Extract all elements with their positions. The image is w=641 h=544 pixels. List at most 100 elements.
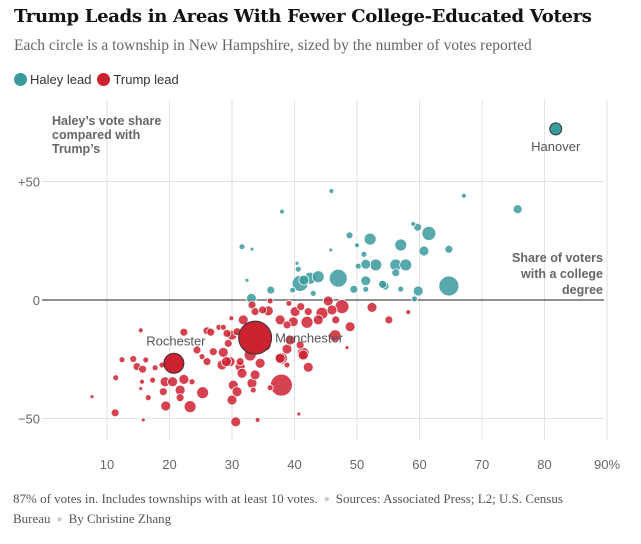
point-haley (294, 260, 300, 266)
point-trump (167, 376, 179, 388)
point-trump (405, 309, 412, 315)
y-axis-label-line-3: Trump’s (52, 142, 100, 156)
point-haley (421, 226, 437, 241)
point-trump (217, 346, 229, 358)
point-trump (266, 297, 274, 305)
point-trump (110, 408, 120, 418)
point-trump (230, 416, 242, 428)
point-trump (236, 367, 248, 379)
legend-label-haley: Haley lead (30, 72, 92, 87)
point-haley (362, 285, 370, 293)
x-tick-label: 90% (594, 457, 620, 472)
point-trump (384, 315, 394, 325)
x-tick-label: 60 (412, 457, 426, 472)
annotation-rochester: Rochester (146, 333, 206, 348)
point-trump (149, 376, 157, 384)
point-trump (198, 353, 206, 361)
point-trump (328, 329, 342, 343)
point-haley (391, 268, 401, 278)
point-trump (137, 327, 144, 334)
point-trump (226, 394, 238, 406)
point-haley (360, 275, 372, 287)
point-trump (254, 417, 261, 423)
point-trump (235, 357, 245, 367)
point-haley (438, 275, 460, 297)
point-haley (363, 232, 377, 246)
point-trump (158, 387, 168, 397)
footer: 87% of votes in. Includes townships with… (13, 489, 613, 529)
legend-swatch-trump-icon (97, 73, 111, 86)
point-trump (285, 299, 293, 307)
y-axis-label-line-1: Haley’s vote share (52, 114, 161, 128)
point-haley (328, 268, 348, 288)
point-trump (326, 304, 338, 316)
point-trump (89, 394, 95, 400)
point-trump (302, 361, 314, 373)
point-trump (331, 315, 341, 325)
point-trump (144, 394, 152, 402)
x-tick-label: 20 (162, 457, 176, 472)
point-trump (140, 417, 146, 423)
point-trump (196, 386, 210, 400)
point-trump (344, 321, 356, 333)
point-trump (322, 295, 334, 307)
point-trump (219, 323, 227, 331)
point-haley (369, 258, 383, 272)
y-axis-label-line-2: compared with (52, 128, 140, 142)
point-trump (312, 314, 324, 326)
x-tick-label: 40 (287, 457, 301, 472)
x-axis-label-line-2: with a college (520, 267, 603, 281)
y-tick-label: −50 (18, 412, 40, 427)
point-trump (249, 369, 261, 381)
point-haley (354, 242, 360, 249)
point-rochester (163, 352, 185, 374)
point-trump (112, 374, 120, 382)
legend-item-haley: Haley lead (14, 72, 91, 87)
point-trump (274, 314, 286, 326)
point-trump (258, 305, 268, 315)
point-trump (202, 357, 212, 367)
point-trump (269, 373, 293, 397)
point-trump (129, 355, 138, 363)
point-haley (378, 279, 388, 289)
point-haley (410, 221, 417, 227)
point-haley (399, 258, 413, 272)
point-haley (244, 277, 250, 283)
legend: Haley lead Trump lead (14, 72, 185, 87)
point-haley (328, 247, 334, 253)
separator-dot-icon: ● (323, 494, 330, 505)
point-trump (228, 315, 235, 322)
x-tick-label: 70 (475, 457, 489, 472)
point-haley (249, 246, 255, 252)
point-trump (220, 356, 232, 368)
annotation-hanover: Hanover (531, 139, 581, 154)
point-trump (296, 302, 306, 312)
point-haley (298, 274, 310, 286)
point-haley (349, 284, 359, 294)
x-axis-label-line-3: degree (562, 283, 603, 297)
chart-title: Trump Leads in Areas With Fewer College-… (14, 6, 592, 27)
point-trump (178, 373, 190, 385)
point-trump (160, 400, 172, 412)
point-haley (266, 285, 276, 295)
point-trump (300, 315, 314, 329)
point-trump (151, 364, 159, 372)
point-haley (444, 244, 454, 254)
point-trump (206, 327, 216, 337)
point-trump (274, 352, 286, 364)
point-trump (175, 393, 185, 403)
point-trump (366, 301, 378, 313)
point-trump (231, 386, 243, 398)
point-trump (254, 357, 266, 369)
point-haley (460, 192, 467, 199)
point-trump (295, 340, 305, 350)
point-trump (237, 314, 249, 326)
point-trump (266, 384, 274, 392)
point-trump (183, 400, 197, 414)
point-trump (138, 386, 144, 392)
point-haley (279, 208, 285, 215)
point-haley (360, 258, 372, 270)
y-tick-label: 0 (33, 293, 40, 308)
point-trump (303, 307, 313, 317)
point-hanover (549, 122, 563, 136)
